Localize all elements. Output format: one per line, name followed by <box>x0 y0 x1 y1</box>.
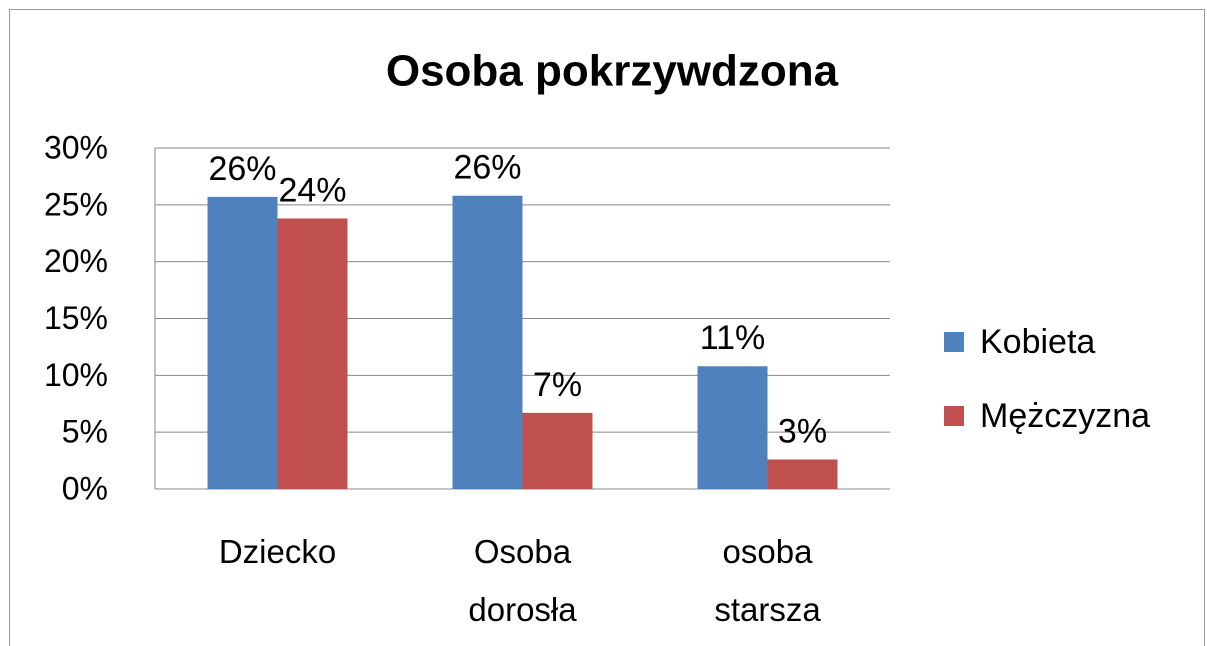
bar <box>277 218 348 489</box>
x-tick-label: osoba starsza <box>714 533 821 628</box>
y-tick-label: 0% <box>62 470 108 506</box>
legend-swatch <box>944 406 964 426</box>
y-tick-label: 20% <box>44 243 108 279</box>
y-tick-label: 25% <box>44 186 108 222</box>
data-label: 26% <box>453 149 521 187</box>
data-label: 7% <box>533 366 582 404</box>
bar <box>522 412 593 489</box>
legend-label: Mężczyzna <box>980 397 1150 435</box>
x-tick-label: Osoba dorosła <box>468 533 577 628</box>
y-tick-label: 15% <box>44 300 108 336</box>
data-label: 26% <box>208 150 276 188</box>
bar <box>207 196 278 490</box>
data-label: 24% <box>278 171 346 209</box>
data-label: 11% <box>700 319 766 357</box>
bar <box>452 195 523 490</box>
legend-swatch <box>944 332 964 352</box>
bar <box>697 366 768 489</box>
data-label: 3% <box>778 412 827 450</box>
y-tick-label: 10% <box>44 357 108 393</box>
y-tick-label: 5% <box>62 414 108 450</box>
bar <box>767 459 838 489</box>
legend-label: Kobieta <box>980 323 1095 361</box>
y-tick-label: 30% <box>44 129 108 165</box>
x-tick-label: Dziecko <box>218 533 337 570</box>
chart-title: Osoba pokrzywdzona <box>386 47 839 96</box>
